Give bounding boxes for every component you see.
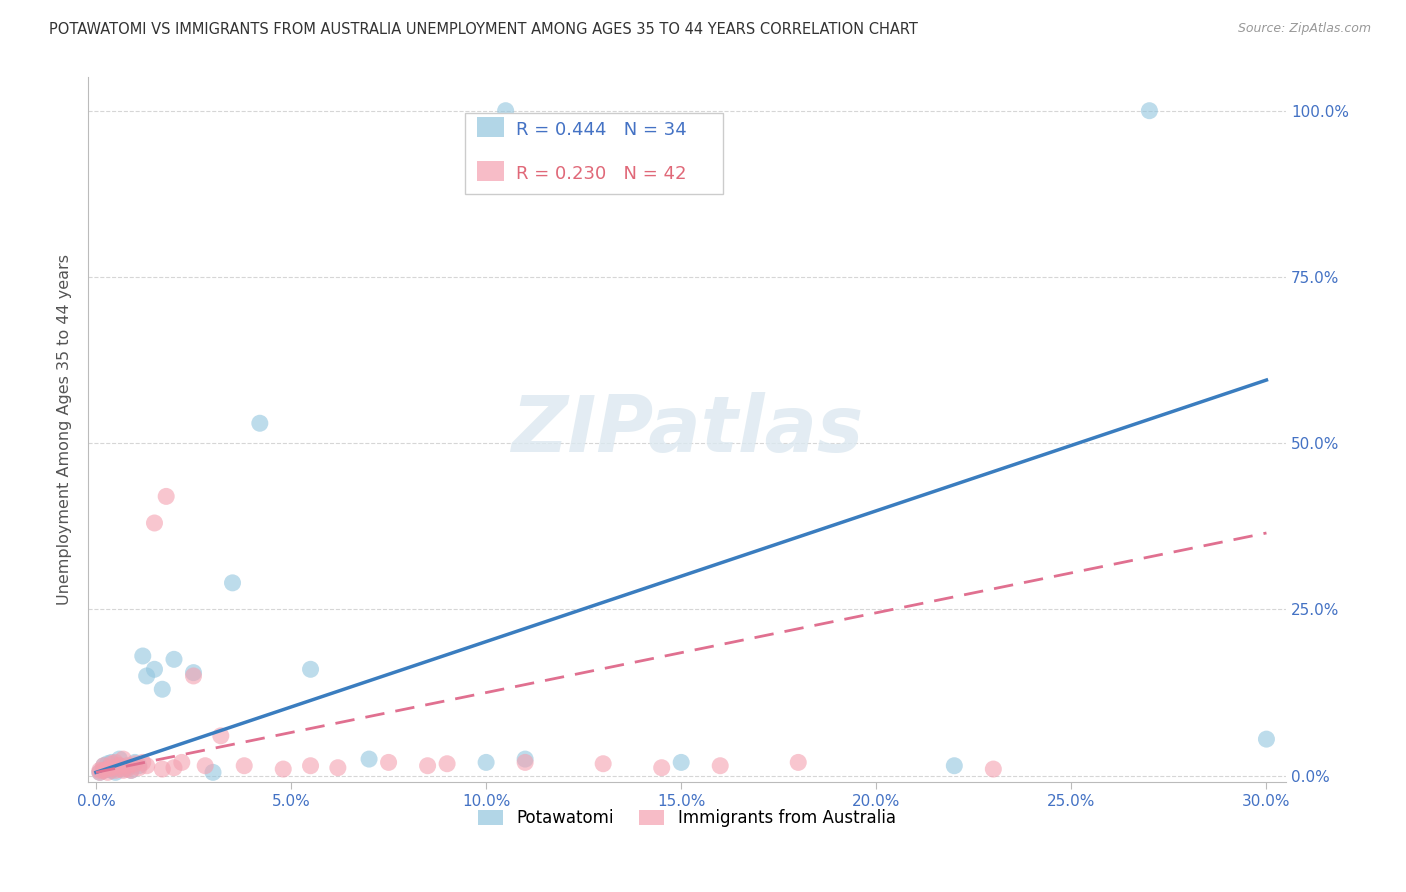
- Point: [170, 756, 193, 770]
- Point: [155, 489, 177, 503]
- Point: [513, 756, 536, 770]
- Point: [104, 761, 127, 775]
- Point: [249, 416, 271, 430]
- Point: [93, 764, 115, 778]
- Point: [592, 756, 614, 771]
- Point: [183, 665, 205, 680]
- Point: [163, 761, 186, 775]
- Point: [495, 103, 517, 118]
- Point: [143, 516, 166, 530]
- Point: [93, 758, 115, 772]
- Point: [1137, 103, 1160, 118]
- Point: [1256, 732, 1278, 747]
- Text: R = 0.444   N = 34: R = 0.444 N = 34: [516, 121, 686, 139]
- Point: [981, 762, 1004, 776]
- Point: [124, 756, 146, 771]
- FancyBboxPatch shape: [478, 161, 503, 181]
- Point: [357, 752, 380, 766]
- Point: [115, 762, 138, 776]
- Point: [233, 758, 256, 772]
- Point: [89, 765, 111, 780]
- Point: [100, 756, 122, 770]
- Point: [97, 756, 120, 771]
- Point: [377, 756, 399, 770]
- Point: [709, 758, 731, 772]
- Point: [150, 762, 173, 776]
- Point: [93, 758, 115, 772]
- FancyBboxPatch shape: [465, 112, 723, 194]
- Point: [120, 764, 142, 778]
- Point: [112, 762, 135, 776]
- Point: [183, 669, 205, 683]
- Point: [115, 761, 138, 775]
- Point: [201, 765, 224, 780]
- Point: [475, 756, 498, 770]
- Point: [271, 762, 294, 776]
- Point: [89, 764, 111, 778]
- Point: [112, 764, 135, 778]
- Point: [416, 758, 439, 772]
- Point: [209, 729, 232, 743]
- Point: [100, 756, 122, 771]
- Point: [104, 765, 127, 780]
- Point: [108, 762, 131, 776]
- Point: [97, 765, 120, 780]
- Point: [787, 756, 810, 770]
- Point: [135, 758, 157, 772]
- Point: [132, 756, 155, 770]
- Point: [128, 758, 150, 772]
- Legend: Potawatomi, Immigrants from Australia: Potawatomi, Immigrants from Australia: [472, 803, 903, 834]
- Point: [108, 752, 131, 766]
- Point: [513, 752, 536, 766]
- Point: [299, 758, 322, 772]
- Point: [128, 761, 150, 775]
- Point: [124, 756, 146, 770]
- Y-axis label: Unemployment Among Ages 35 to 44 years: Unemployment Among Ages 35 to 44 years: [58, 254, 72, 606]
- Point: [143, 662, 166, 676]
- Point: [194, 758, 217, 772]
- Point: [132, 648, 155, 663]
- Point: [163, 652, 186, 666]
- Point: [651, 761, 673, 775]
- Text: POTAWATOMI VS IMMIGRANTS FROM AUSTRALIA UNEMPLOYMENT AMONG AGES 35 TO 44 YEARS C: POTAWATOMI VS IMMIGRANTS FROM AUSTRALIA …: [49, 22, 918, 37]
- Point: [108, 758, 131, 772]
- Point: [97, 762, 120, 776]
- Point: [104, 756, 127, 770]
- Point: [89, 765, 111, 780]
- Point: [669, 756, 692, 770]
- Point: [112, 752, 135, 766]
- Point: [150, 682, 173, 697]
- Text: ZIPatlas: ZIPatlas: [510, 392, 863, 468]
- Point: [120, 764, 142, 778]
- Point: [100, 761, 122, 775]
- Point: [115, 758, 138, 772]
- Point: [104, 764, 127, 778]
- Point: [93, 764, 115, 778]
- Point: [943, 758, 966, 772]
- Point: [326, 761, 349, 775]
- Point: [299, 662, 322, 676]
- Point: [97, 762, 120, 776]
- Text: R = 0.230   N = 42: R = 0.230 N = 42: [516, 165, 686, 183]
- Point: [135, 669, 157, 683]
- Point: [436, 756, 458, 771]
- Point: [108, 758, 131, 772]
- Point: [221, 575, 243, 590]
- FancyBboxPatch shape: [478, 117, 503, 137]
- Text: Source: ZipAtlas.com: Source: ZipAtlas.com: [1237, 22, 1371, 36]
- Point: [100, 764, 122, 778]
